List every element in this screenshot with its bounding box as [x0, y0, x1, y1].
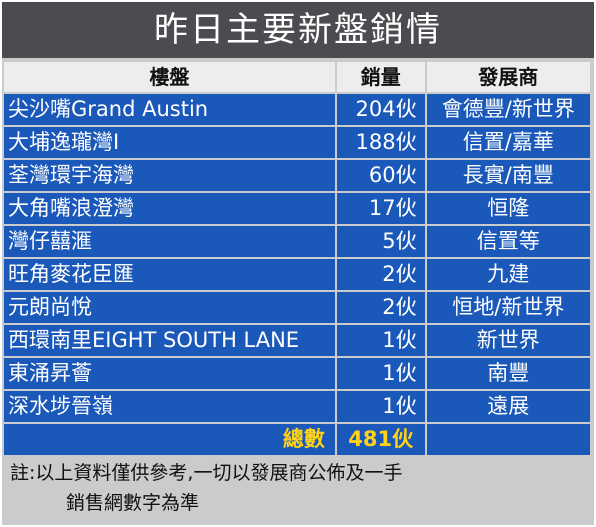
footnote-line-1: 註:以上資料僅供參考,一切以發展商公佈及一手 — [10, 462, 403, 484]
table-header: 樓盤 銷量 發展商 — [4, 62, 592, 92]
table-row: 大角嘴浪澄灣 17伙 恒隆 — [4, 193, 592, 224]
row-developer: 遠展 — [426, 391, 590, 422]
table-body: 尖沙嘴Grand Austin 204伙 會德豐/新世界 大埔逸瓏灣I 188伙… — [4, 94, 592, 424]
row-project: 旺角麥花臣匯 — [4, 259, 335, 290]
table-row: 尖沙嘴Grand Austin 204伙 會德豐/新世界 — [4, 94, 592, 125]
row-project: 荃灣環宇海灣 — [4, 160, 335, 191]
row-developer: 會德豐/新世界 — [426, 94, 590, 125]
table-title: 昨日主要新盤銷情 — [2, 2, 594, 58]
table-row: 灣仔囍滙 5伙 信置等 — [4, 226, 592, 257]
total-value: 481伙 — [336, 424, 425, 455]
row-sales: 17伙 — [336, 193, 425, 224]
header-project: 樓盤 — [4, 62, 335, 92]
row-developer: 信置等 — [426, 226, 590, 257]
row-sales: 2伙 — [336, 292, 425, 323]
table-row: 西環南里EIGHT SOUTH LANE 1伙 新世界 — [4, 325, 592, 356]
row-project: 大角嘴浪澄灣 — [4, 193, 335, 224]
row-sales: 204伙 — [336, 94, 425, 125]
total-empty-cell — [426, 424, 590, 455]
row-developer: 恒隆 — [426, 193, 590, 224]
row-project: 西環南里EIGHT SOUTH LANE — [4, 325, 335, 356]
row-sales: 5伙 — [336, 226, 425, 257]
row-developer: 新世界 — [426, 325, 590, 356]
row-sales: 2伙 — [336, 259, 425, 290]
total-label: 總數 — [4, 424, 335, 455]
table-row: 元朗尚悅 2伙 恒地/新世界 — [4, 292, 592, 323]
row-sales: 1伙 — [336, 391, 425, 422]
row-sales: 188伙 — [336, 127, 425, 158]
table-row: 荃灣環宇海灣 60伙 長實/南豐 — [4, 160, 592, 191]
header-developer: 發展商 — [426, 62, 590, 92]
row-project: 灣仔囍滙 — [4, 226, 335, 257]
row-project: 深水埗晉嶺 — [4, 391, 335, 422]
row-developer: 恒地/新世界 — [426, 292, 590, 323]
row-project: 大埔逸瓏灣I — [4, 127, 335, 158]
table-row: 旺角麥花臣匯 2伙 九建 — [4, 259, 592, 290]
header-sales: 銷量 — [336, 62, 425, 92]
row-sales: 1伙 — [336, 358, 425, 389]
table-row: 深水埗晉嶺 1伙 遠展 — [4, 391, 592, 422]
row-project: 尖沙嘴Grand Austin — [4, 94, 335, 125]
row-developer: 九建 — [426, 259, 590, 290]
row-project: 東涌昇薈 — [4, 358, 335, 389]
footnote-line-2: 銷售網數字為準 — [66, 492, 200, 514]
row-developer: 信置/嘉華 — [426, 127, 590, 158]
row-developer: 南豐 — [426, 358, 590, 389]
table-row: 大埔逸瓏灣I 188伙 信置/嘉華 — [4, 127, 592, 158]
row-sales: 1伙 — [336, 325, 425, 356]
row-sales: 60伙 — [336, 160, 425, 191]
row-project: 元朗尚悅 — [4, 292, 335, 323]
total-row: 總數 481伙 — [4, 424, 592, 455]
footnote: 註:以上資料僅供參考,一切以發展商公佈及一手 銷售網數字為準 — [10, 458, 590, 518]
row-developer: 長實/南豐 — [426, 160, 590, 191]
table-row: 東涌昇薈 1伙 南豐 — [4, 358, 592, 389]
